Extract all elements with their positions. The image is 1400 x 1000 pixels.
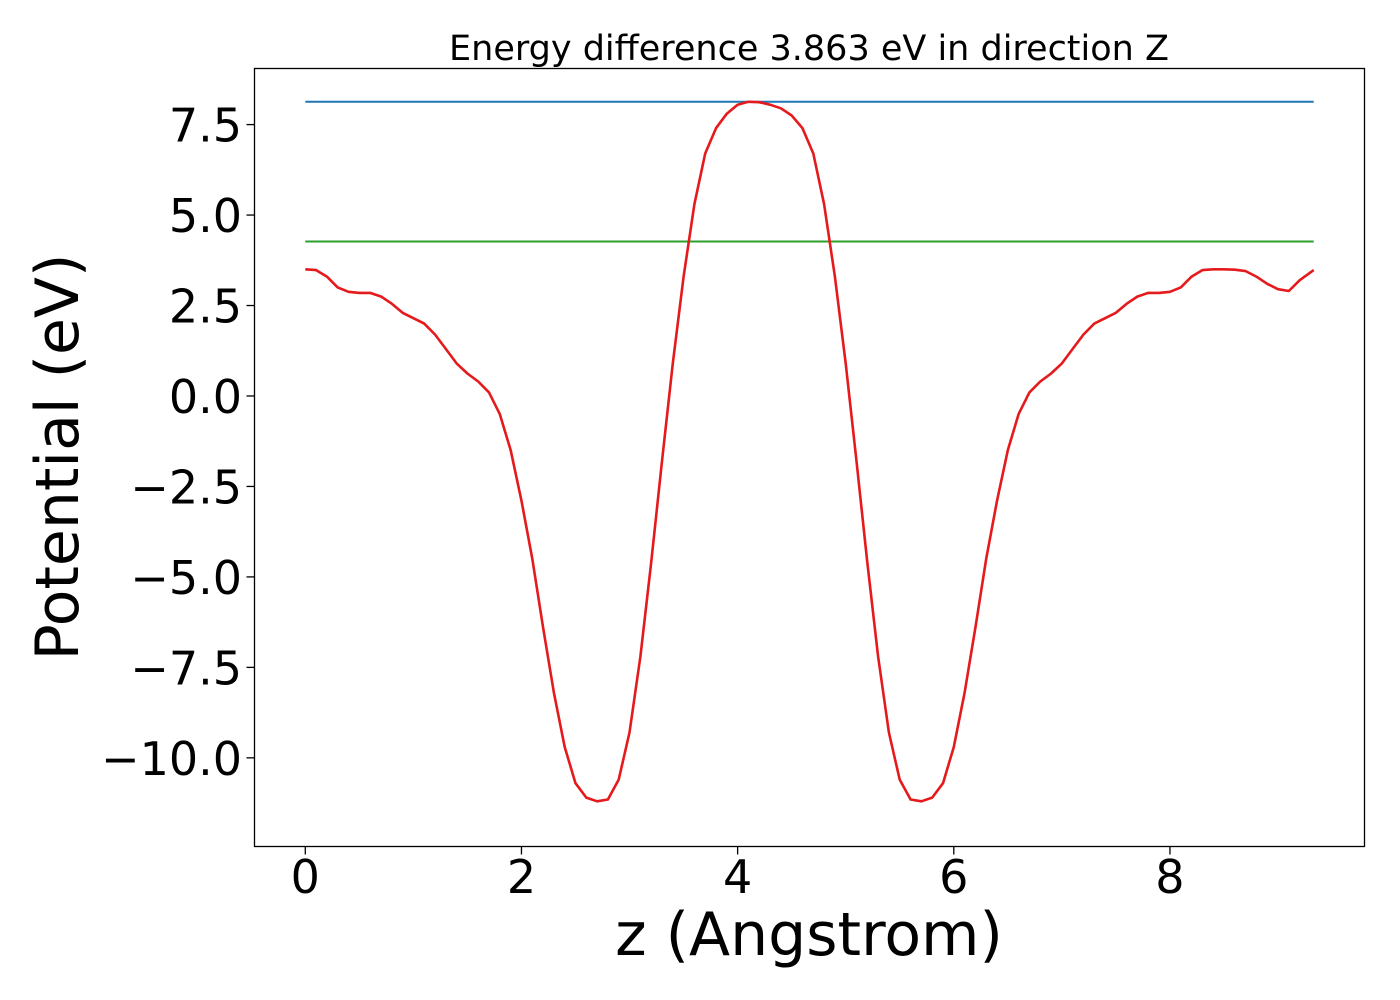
series-layer bbox=[305, 100, 1315, 803]
y-axis-ticks: 7.5 5.0 2.5 0.0 −2.5 −5.0 −7.5 −10.0 bbox=[101, 99, 255, 786]
y-tick-label: −2.5 bbox=[130, 460, 242, 514]
x-tick-label: 0 bbox=[291, 850, 320, 904]
x-tick-label: 4 bbox=[723, 850, 752, 904]
y-tick-label: 7.5 bbox=[169, 99, 242, 153]
x-tick-label: 8 bbox=[1155, 850, 1184, 904]
x-tick-label: 2 bbox=[507, 850, 536, 904]
y-tick-label: −5.0 bbox=[130, 551, 242, 605]
y-tick-label: −10.0 bbox=[101, 732, 242, 786]
x-tick-label: 6 bbox=[939, 850, 968, 904]
x-axis-ticks: 0 2 4 6 8 bbox=[291, 846, 1185, 904]
y-tick-label: −7.5 bbox=[130, 641, 242, 695]
x-axis-label: z (Angstrom) bbox=[615, 900, 1003, 970]
y-tick-label: 5.0 bbox=[169, 189, 242, 243]
chart-title: Energy difference 3.863 eV in direction … bbox=[449, 29, 1169, 69]
y-tick-label: 0.0 bbox=[169, 370, 242, 424]
y-tick-label: 2.5 bbox=[169, 280, 242, 334]
plot-frame bbox=[253, 67, 1366, 848]
series-line-3 bbox=[305, 100, 1315, 803]
y-axis-label: Potential (eV) bbox=[23, 254, 93, 661]
